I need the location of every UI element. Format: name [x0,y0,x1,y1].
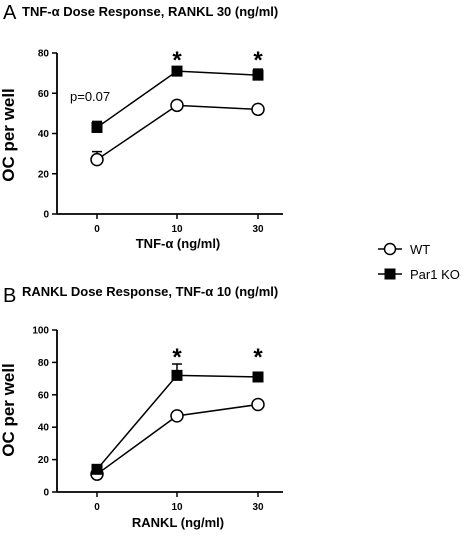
panel-b-ytick-label: 100 [32,326,49,337]
panel-a-wt-point [251,102,265,117]
panel-b-ytick-label: 80 [38,358,50,369]
panel-b-par1ko-point [252,371,264,383]
panel-a-letter: A [3,2,17,24]
panel-a-ytick-label: 60 [38,89,50,100]
panel-a-plot: 0 20 40 60 80 0 10 30 * * [38,47,283,235]
panel-a-ytick-label: 80 [38,49,50,60]
legend-entry-par1ko: Par1 KO [378,267,460,282]
legend-entry-wt: WT [378,242,430,257]
panel-b-title: RANKL Dose Response, TNF-α 10 (ng/ml) [22,284,278,299]
panel-a-xtick-label: 0 [94,224,100,235]
panel-a-ytick-label: 0 [43,210,49,221]
panel-a-xtick-label: 10 [171,224,183,235]
panel-a-xtick-label: 30 [252,224,264,235]
panel-b-xlabel: RANKL (ng/ml) [132,515,224,530]
panel-a-wt-line [96,104,259,161]
panel-a-wt-point [90,152,104,167]
panel-b: B RANKL Dose Response, TNF-α 10 (ng/ml) … [0,284,283,530]
legend-wt-marker [383,242,397,256]
panel-a-par1ko-point [252,69,264,81]
legend-par1ko-label: Par1 KO [410,267,460,282]
panel-b-par1ko-point [171,369,183,381]
panel-a-significance-star: * [253,47,263,74]
panel-b-ylabel: OC per well [0,363,18,457]
legend-par1ko-marker [384,268,396,280]
panel-a-xlabel: TNF-α (ng/ml) [136,236,221,251]
panel-b-wt-point [251,397,265,412]
panel-b-xtick-label: 30 [252,502,264,513]
panel-b-ytick-label: 20 [38,455,50,466]
panel-a-pvalue: p=0.07 [70,89,110,104]
panel-a-ytick-label: 40 [38,129,50,140]
panel-b-plot: 0 20 40 60 80 100 0 10 30 * * [32,326,283,513]
legend: WT Par1 KO [378,242,460,282]
panel-b-significance-star: * [253,344,263,371]
panel-a-par1ko-point [91,121,103,133]
panel-b-xtick-label: 10 [171,502,183,513]
panel-a-wt-point [170,98,184,113]
panel-b-ytick-label: 60 [38,390,50,401]
panel-a-par1ko-point [171,65,183,77]
panel-b-xtick-label: 0 [94,502,100,513]
panel-b-wt-point [170,409,184,423]
panel-b-significance-star: * [172,344,182,371]
legend-wt-label: WT [410,242,430,257]
panel-b-par1ko-point [91,463,103,475]
panel-b-ytick-label: 40 [38,423,50,434]
panel-a-title: TNF-α Dose Response, RANKL 30 (ng/ml) [22,4,278,19]
panel-b-ytick-label: 0 [43,488,49,499]
panel-a-ytick-label: 20 [38,169,50,180]
panel-b-letter: B [3,285,16,307]
panel-a: A TNF-α Dose Response, RANKL 30 (ng/ml) … [0,2,283,251]
panel-a-significance-star: * [172,47,182,74]
panel-a-ylabel: OC per well [0,88,18,182]
